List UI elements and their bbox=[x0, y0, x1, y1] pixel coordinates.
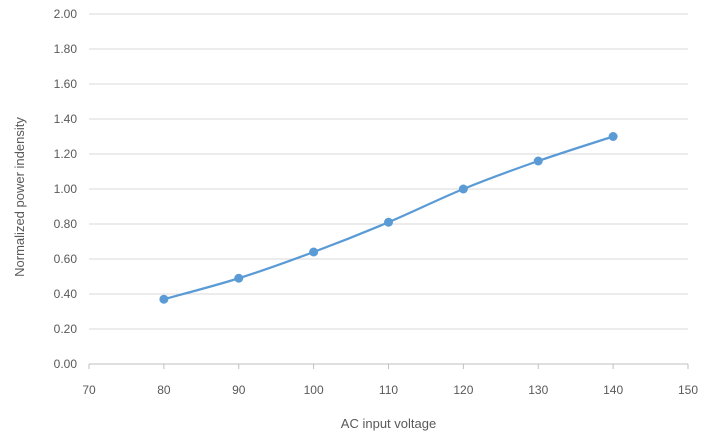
y-tick-label: 1.00 bbox=[54, 182, 78, 196]
x-tick-label: 80 bbox=[157, 383, 171, 397]
y-tick-labels: 0.00 0.20 0.40 0.60 0.80 1.00 1.20 1.40 1.60 1.80… bbox=[54, 7, 78, 371]
x-tick-label: 120 bbox=[453, 383, 473, 397]
x-axis-title: AC input voltage bbox=[341, 416, 436, 431]
axes bbox=[88, 363, 689, 369]
y-tick-label: 0.80 bbox=[54, 217, 78, 231]
y-axis-title: Normalized power indensity bbox=[12, 117, 27, 277]
data-points bbox=[159, 132, 618, 304]
x-tick-labels: 70 80 90 100 110 120 130 140 150 bbox=[82, 383, 698, 397]
x-tick-label: 130 bbox=[528, 383, 548, 397]
data-point bbox=[234, 273, 244, 283]
data-point bbox=[458, 184, 468, 194]
x-tick-label: 140 bbox=[603, 383, 623, 397]
data-point bbox=[533, 156, 543, 166]
data-point bbox=[384, 217, 393, 227]
x-tick-label: 90 bbox=[232, 383, 246, 397]
y-tick-label: 1.20 bbox=[54, 147, 78, 161]
y-tick-label: 2.00 bbox=[54, 7, 78, 21]
y-tick-label: 1.80 bbox=[54, 42, 78, 56]
y-tick-label: 1.60 bbox=[54, 77, 78, 91]
y-tick-label: 0.20 bbox=[54, 322, 78, 336]
y-tick-label: 0.60 bbox=[54, 252, 78, 266]
x-tick-label: 70 bbox=[82, 383, 96, 397]
y-tick-label: 0.40 bbox=[54, 287, 78, 301]
data-point bbox=[309, 247, 319, 257]
x-tick-label: 150 bbox=[678, 383, 698, 397]
y-tick-label: 1.40 bbox=[54, 112, 78, 126]
y-tick-label: 0.00 bbox=[54, 357, 78, 371]
x-tick-label: 110 bbox=[379, 383, 398, 397]
data-point bbox=[159, 294, 169, 304]
gridlines bbox=[89, 13, 688, 330]
x-tick-label: 100 bbox=[304, 383, 324, 397]
data-point bbox=[608, 132, 618, 141]
